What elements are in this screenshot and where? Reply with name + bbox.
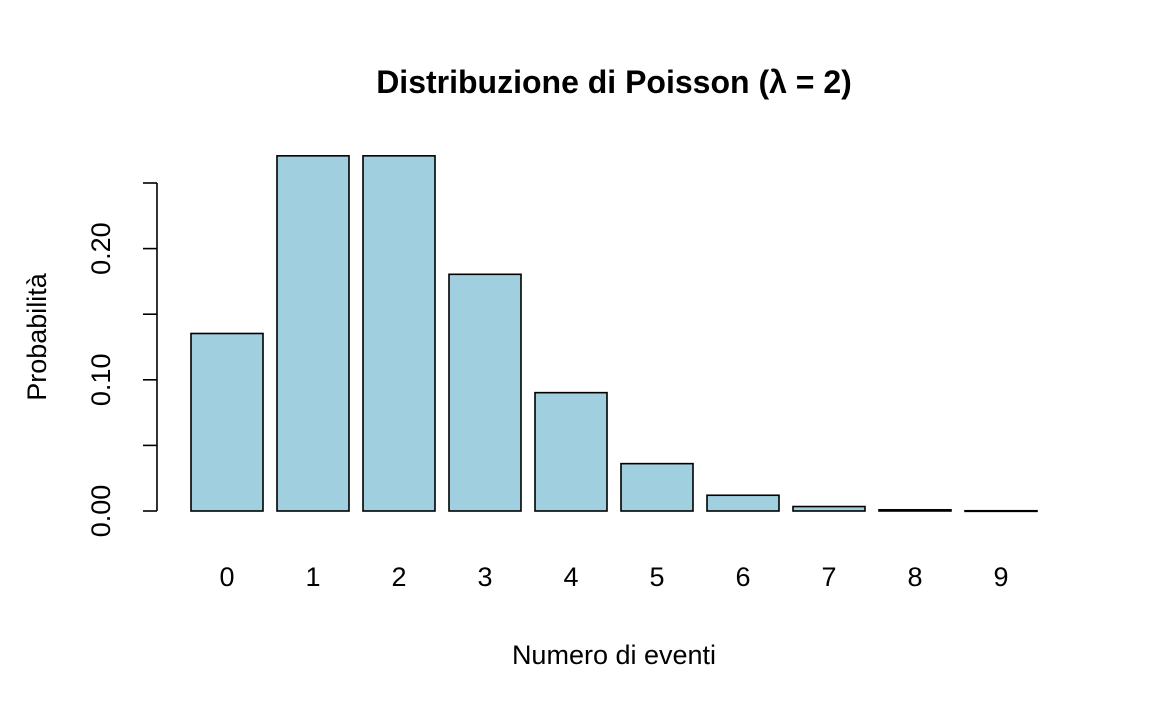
y-tick-label: 0.20 bbox=[86, 222, 116, 275]
x-tick-label: 5 bbox=[649, 562, 664, 592]
bars bbox=[190, 155, 1038, 513]
x-tick-label: 0 bbox=[219, 562, 234, 592]
bar-3 bbox=[448, 273, 522, 512]
x-tick-label: 3 bbox=[477, 562, 492, 592]
y-tick-label: 0.10 bbox=[86, 354, 116, 407]
bar-1 bbox=[276, 155, 350, 512]
bar-8 bbox=[878, 509, 952, 512]
x-axis-ticks: 0 1 2 3 4 5 6 7 8 9 bbox=[219, 562, 1008, 592]
bar-7 bbox=[792, 505, 866, 512]
x-tick-label: 6 bbox=[735, 562, 750, 592]
bar-2 bbox=[362, 155, 436, 512]
bar-9 bbox=[964, 509, 1038, 513]
x-tick-label: 7 bbox=[821, 562, 836, 592]
bar-0 bbox=[190, 332, 264, 512]
bar-6 bbox=[706, 494, 780, 512]
x-tick-label: 2 bbox=[391, 562, 406, 592]
x-tick-label: 1 bbox=[305, 562, 320, 592]
bar-4 bbox=[534, 391, 608, 512]
x-tick-label: 4 bbox=[563, 562, 578, 592]
chart-title: Distribuzione di Poisson (λ = 2) bbox=[376, 64, 852, 100]
y-axis: 0.00 0.10 0.20 bbox=[86, 182, 158, 538]
x-tick-label: 8 bbox=[907, 562, 922, 592]
bar-5 bbox=[620, 462, 694, 512]
y-tick-label: 0.00 bbox=[86, 485, 116, 538]
x-tick-label: 9 bbox=[993, 562, 1008, 592]
x-axis-label: Numero di eventi bbox=[512, 640, 716, 670]
y-axis-label: Probabilità bbox=[22, 272, 52, 401]
